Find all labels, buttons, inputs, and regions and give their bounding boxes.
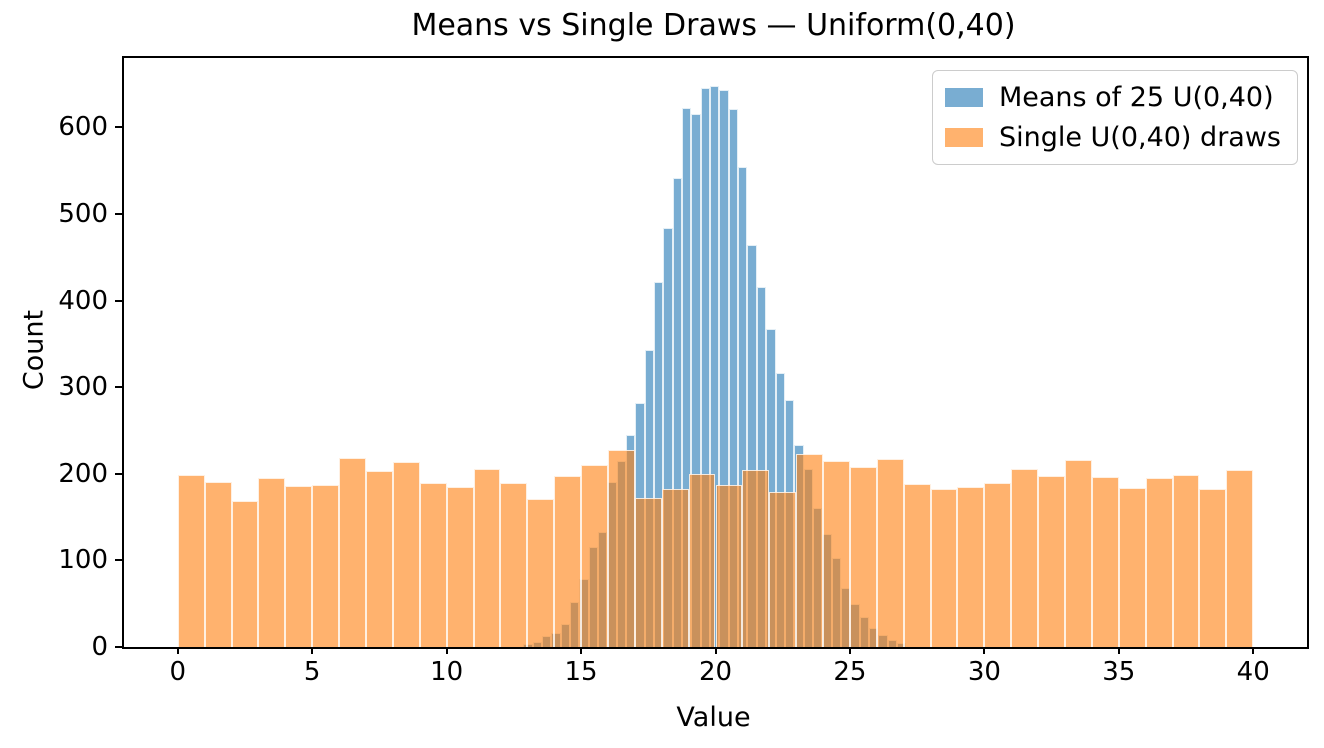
y-tick-label: 500 (58, 198, 108, 229)
histogram-bar (984, 483, 1012, 647)
x-tick-label: 0 (169, 657, 187, 687)
histogram-bar (661, 488, 689, 647)
histogram-bar (769, 491, 797, 647)
histogram-bar (747, 245, 757, 647)
histogram-bar (1091, 477, 1119, 647)
legend-row: Single U(0,40) draws (944, 121, 1281, 154)
histogram-bar (1118, 487, 1146, 647)
y-tick-label: 100 (58, 545, 108, 576)
histogram-bar (823, 460, 850, 647)
histogram-bar (903, 484, 931, 647)
legend: Means of 25 U(0,40) Single U(0,40) draws (931, 70, 1298, 165)
x-tick (848, 647, 851, 654)
y-tick-label: 0 (91, 632, 108, 662)
x-tick (311, 647, 314, 654)
x-tick-label: 10 (430, 657, 464, 687)
x-tick-label: 20 (698, 657, 733, 687)
histogram-bar (1199, 488, 1227, 647)
histogram-bar (419, 483, 447, 647)
histogram-bar (581, 465, 608, 647)
histogram-bar (756, 286, 767, 647)
histogram-bar (688, 473, 716, 647)
x-tick-label: 35 (1102, 657, 1136, 687)
x-tick (983, 647, 986, 654)
histogram-bar (719, 90, 729, 647)
plot-area: 0 5 10 15 20 25 30 35 40 0 100 200 300 400 500 600 Means… (58, 56, 1309, 687)
x-tick-label: 30 (967, 657, 1001, 687)
x-tick (176, 647, 179, 654)
histogram-bar (607, 450, 635, 647)
histogram-bar (691, 114, 701, 647)
y-tick (115, 126, 122, 129)
histogram-bar (715, 485, 743, 647)
histogram-bar (1145, 478, 1173, 647)
y-tick-label: 300 (58, 372, 108, 403)
histogram-bar (500, 483, 528, 647)
y-tick-label: 400 (58, 285, 108, 316)
y-tick-label: 200 (58, 458, 108, 489)
histogram-bar (1011, 468, 1039, 647)
histogram-bar (742, 470, 770, 647)
histogram-bar (1172, 474, 1200, 647)
histogram-bar (654, 282, 664, 647)
histogram-bar (392, 461, 420, 647)
histogram-bar (312, 485, 340, 647)
y-tick-label: 600 (58, 112, 108, 143)
histogram-bar (710, 85, 720, 647)
y-tick (115, 386, 122, 389)
histogram-bar (663, 227, 673, 647)
histogram-bar (672, 178, 683, 647)
histogram-bar (204, 482, 232, 647)
histogram-bar (728, 109, 739, 647)
chart-title: Means vs Single Draws — Uniform(0,40) (411, 8, 1016, 43)
histogram-bar (258, 478, 286, 647)
histogram-bar (1038, 476, 1065, 647)
histogram-bar (177, 474, 205, 647)
x-tick (1252, 647, 1255, 654)
x-tick-label: 15 (564, 657, 598, 687)
histogram-bar (473, 468, 501, 647)
histogram-bar (796, 453, 824, 647)
histogram-bar (231, 501, 259, 647)
x-tick (1117, 647, 1120, 654)
histogram-bar (849, 466, 877, 647)
x-tick (445, 647, 448, 654)
histogram-bar (554, 476, 582, 647)
legend-row: Means of 25 U(0,40) (944, 81, 1281, 114)
y-tick (115, 559, 122, 562)
y-tick (115, 212, 122, 215)
histogram-bar (876, 459, 904, 647)
y-tick (115, 472, 122, 475)
x-tick (714, 647, 717, 654)
x-tick-label: 5 (303, 657, 321, 687)
y-tick (115, 646, 122, 648)
histogram-bar (527, 498, 555, 647)
histogram-bar (365, 471, 393, 647)
x-axis-label: Value (676, 702, 751, 733)
x-tick-label: 40 (1236, 657, 1270, 687)
x-tick (580, 647, 583, 654)
histogram-bar (930, 489, 958, 647)
legend-label: Single U(0,40) draws (998, 122, 1281, 153)
histogram-bar (339, 458, 366, 647)
histogram-bar (446, 486, 474, 647)
x-tick-label: 25 (833, 657, 867, 687)
histogram-bar (700, 88, 711, 647)
histogram-bar (634, 498, 662, 647)
histogram-bar (1226, 470, 1254, 647)
histogram-bar (682, 108, 692, 647)
y-axis-label: Count (18, 309, 50, 391)
histogram-bar (738, 167, 748, 647)
y-tick (115, 299, 122, 302)
legend-swatch-icon (944, 128, 983, 147)
histogram-bar (957, 486, 985, 647)
histogram-bar (285, 485, 313, 647)
legend-swatch-icon (944, 88, 983, 107)
histogram-bar (1065, 459, 1092, 647)
legend-label: Means of 25 U(0,40) (998, 82, 1274, 113)
